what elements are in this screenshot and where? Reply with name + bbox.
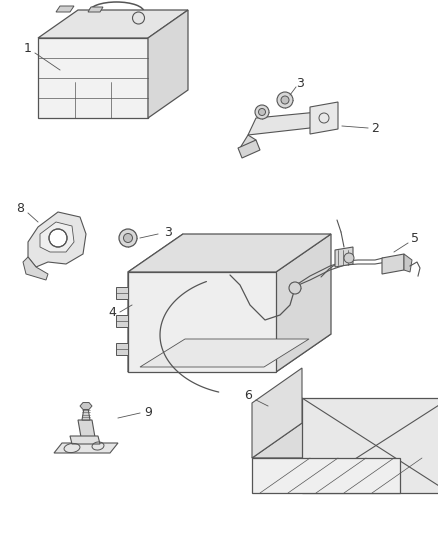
Circle shape [119, 229, 137, 247]
Polygon shape [403, 254, 411, 272]
Polygon shape [40, 222, 74, 252]
Circle shape [258, 109, 265, 116]
Polygon shape [301, 398, 438, 493]
Polygon shape [128, 234, 330, 272]
Text: 9: 9 [144, 407, 152, 419]
Text: 5: 5 [410, 231, 418, 245]
Polygon shape [88, 7, 103, 12]
Polygon shape [54, 443, 118, 453]
Polygon shape [140, 339, 308, 367]
Polygon shape [38, 10, 187, 38]
Polygon shape [334, 247, 352, 267]
Circle shape [254, 105, 268, 119]
Circle shape [49, 229, 67, 247]
Polygon shape [116, 315, 128, 327]
Polygon shape [276, 234, 330, 372]
Polygon shape [82, 408, 90, 420]
Polygon shape [23, 257, 48, 280]
Polygon shape [240, 135, 255, 152]
Polygon shape [128, 334, 330, 372]
Polygon shape [70, 436, 100, 444]
Text: 3: 3 [164, 227, 172, 239]
Polygon shape [247, 112, 317, 135]
Polygon shape [251, 423, 438, 458]
Polygon shape [128, 234, 183, 372]
Circle shape [123, 233, 132, 243]
Polygon shape [381, 254, 403, 274]
Circle shape [343, 253, 353, 263]
Polygon shape [251, 368, 301, 458]
Polygon shape [116, 287, 128, 299]
Polygon shape [38, 38, 148, 118]
Circle shape [276, 92, 292, 108]
Text: 4: 4 [108, 305, 116, 319]
Text: 6: 6 [244, 390, 251, 402]
Circle shape [280, 96, 288, 104]
Polygon shape [56, 6, 74, 12]
Text: 8: 8 [16, 201, 24, 214]
Polygon shape [80, 402, 92, 409]
Polygon shape [116, 343, 128, 355]
Polygon shape [148, 10, 187, 118]
Polygon shape [28, 212, 86, 267]
Polygon shape [251, 458, 399, 493]
Text: 1: 1 [24, 42, 32, 54]
Polygon shape [128, 272, 276, 372]
Polygon shape [78, 420, 96, 443]
Polygon shape [309, 102, 337, 134]
Circle shape [288, 282, 300, 294]
Text: 2: 2 [370, 122, 378, 134]
Polygon shape [237, 140, 259, 158]
Text: 3: 3 [295, 77, 303, 90]
